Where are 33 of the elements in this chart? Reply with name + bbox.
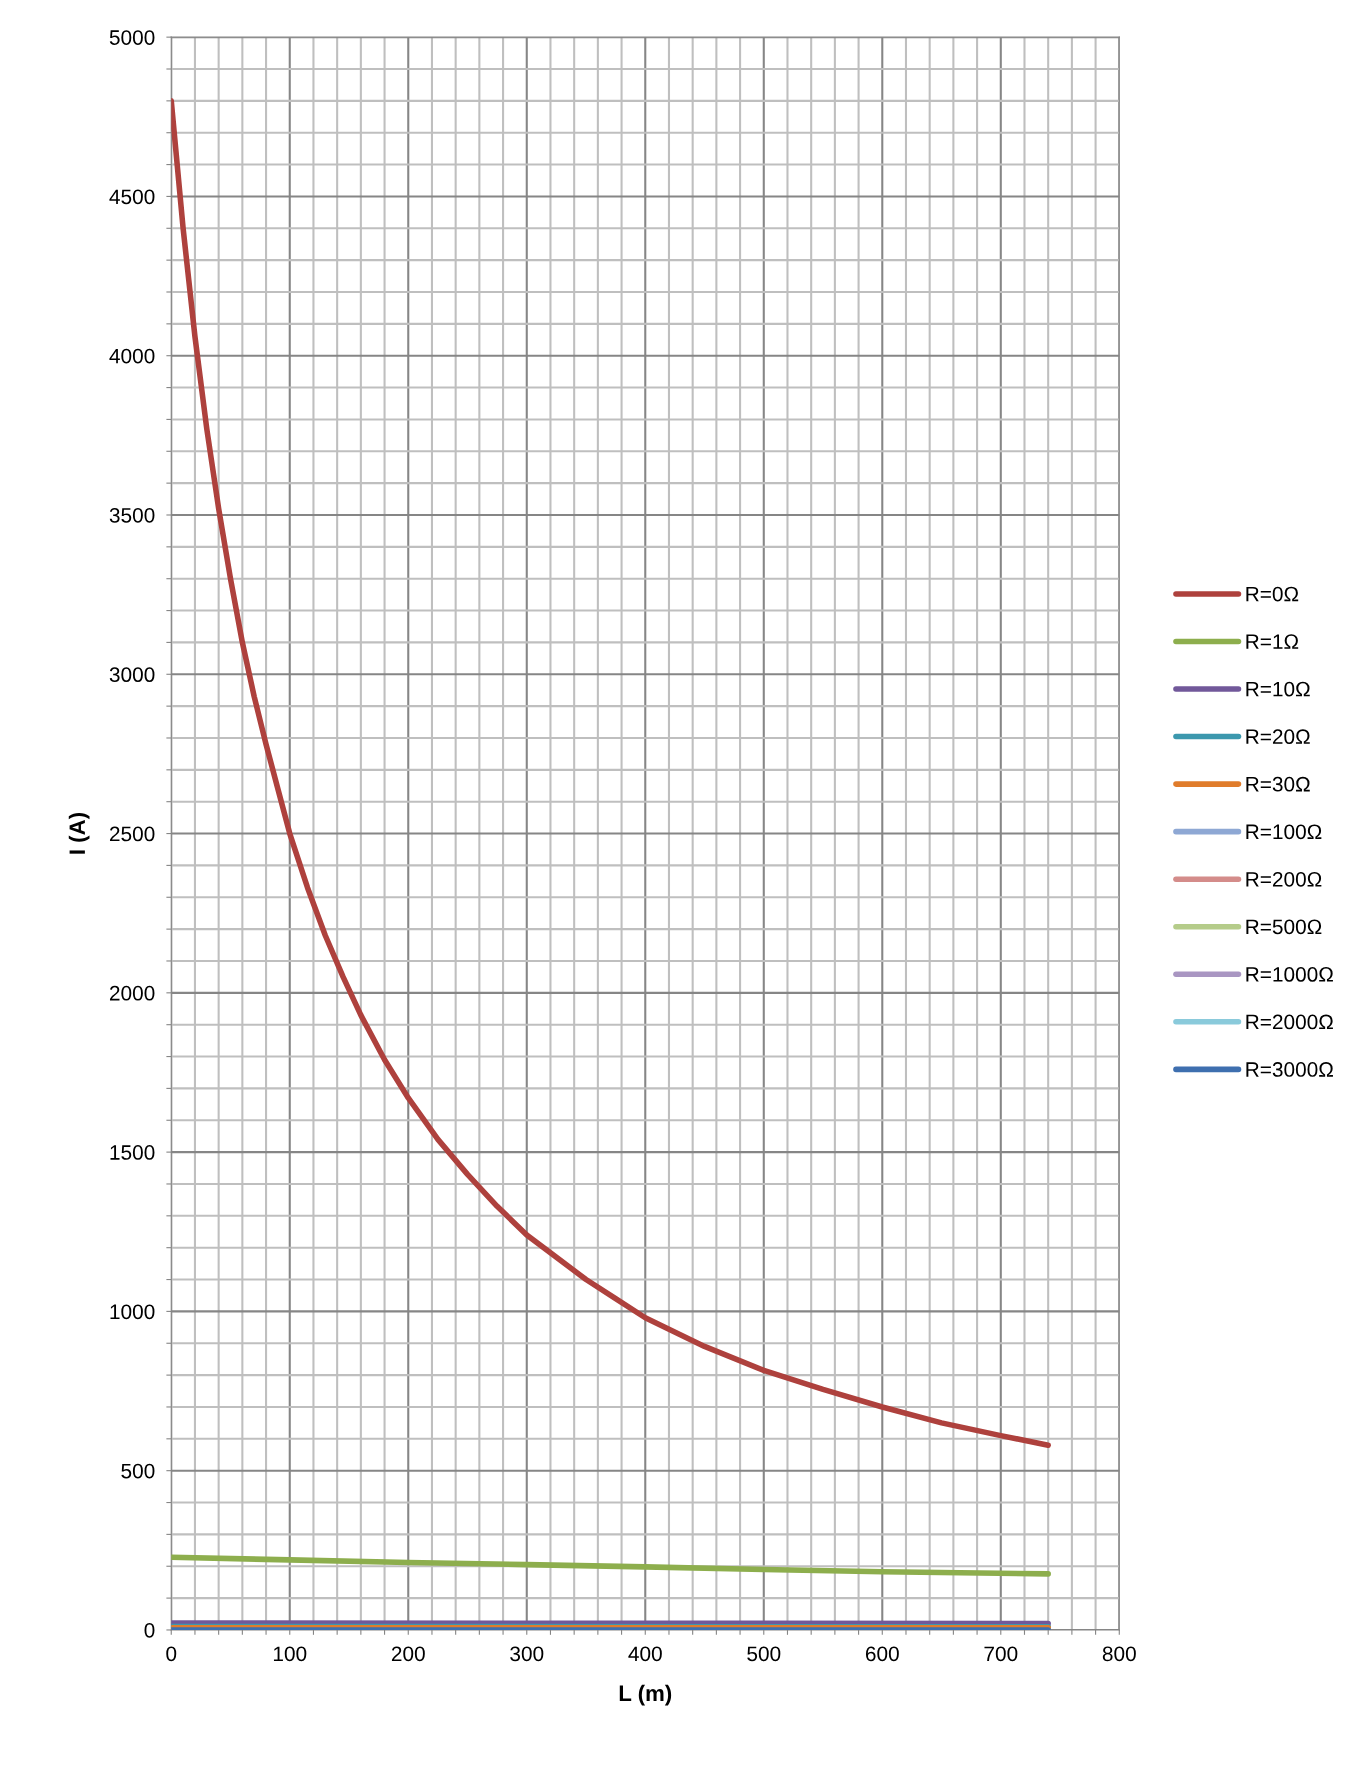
- x-axis-title: L (m): [619, 1684, 672, 1706]
- legend-label: R=10Ω: [1246, 681, 1310, 697]
- legend-label: R=1Ω: [1246, 634, 1299, 649]
- x-tick-label: 400: [628, 1646, 662, 1662]
- x-tick-label: 600: [865, 1646, 899, 1662]
- y-tick-label: 3000: [109, 667, 155, 683]
- legend-label: R=2000Ω: [1246, 1014, 1333, 1030]
- y-tick-label: 2000: [109, 985, 155, 1001]
- legend-label: R=200Ω: [1246, 871, 1322, 887]
- legend-label: R=0Ω: [1246, 586, 1299, 602]
- y-tick-label: 0: [144, 1622, 155, 1638]
- x-tick-label: 0: [166, 1646, 177, 1662]
- y-tick-label: 4000: [109, 348, 155, 364]
- legend-label: R=500Ω: [1246, 919, 1322, 935]
- y-tick-label: 500: [121, 1463, 155, 1479]
- legend-label: R=30Ω: [1246, 776, 1310, 792]
- x-tick-label: 700: [984, 1646, 1018, 1662]
- x-tick-label: 800: [1102, 1646, 1136, 1662]
- legend-label: R=100Ω: [1246, 824, 1322, 840]
- y-tick-label: 1500: [110, 1145, 155, 1160]
- y-axis-title: I (A): [68, 813, 90, 854]
- y-tick-label: 1000: [110, 1304, 155, 1320]
- legend-label: R=3000Ω: [1246, 1062, 1333, 1077]
- y-tick-label: 4500: [109, 189, 155, 205]
- y-tick-label: 2500: [109, 826, 155, 842]
- legend-label: R=20Ω: [1246, 729, 1310, 745]
- y-tick-label: 5000: [109, 30, 155, 45]
- x-tick-label: 100: [273, 1646, 307, 1662]
- y-tick-label: 3500: [109, 507, 155, 523]
- x-tick-label: 200: [391, 1646, 425, 1662]
- x-tick-label: 500: [747, 1646, 781, 1662]
- legend-label: R=1000Ω: [1246, 967, 1333, 982]
- x-tick-label: 300: [510, 1646, 544, 1662]
